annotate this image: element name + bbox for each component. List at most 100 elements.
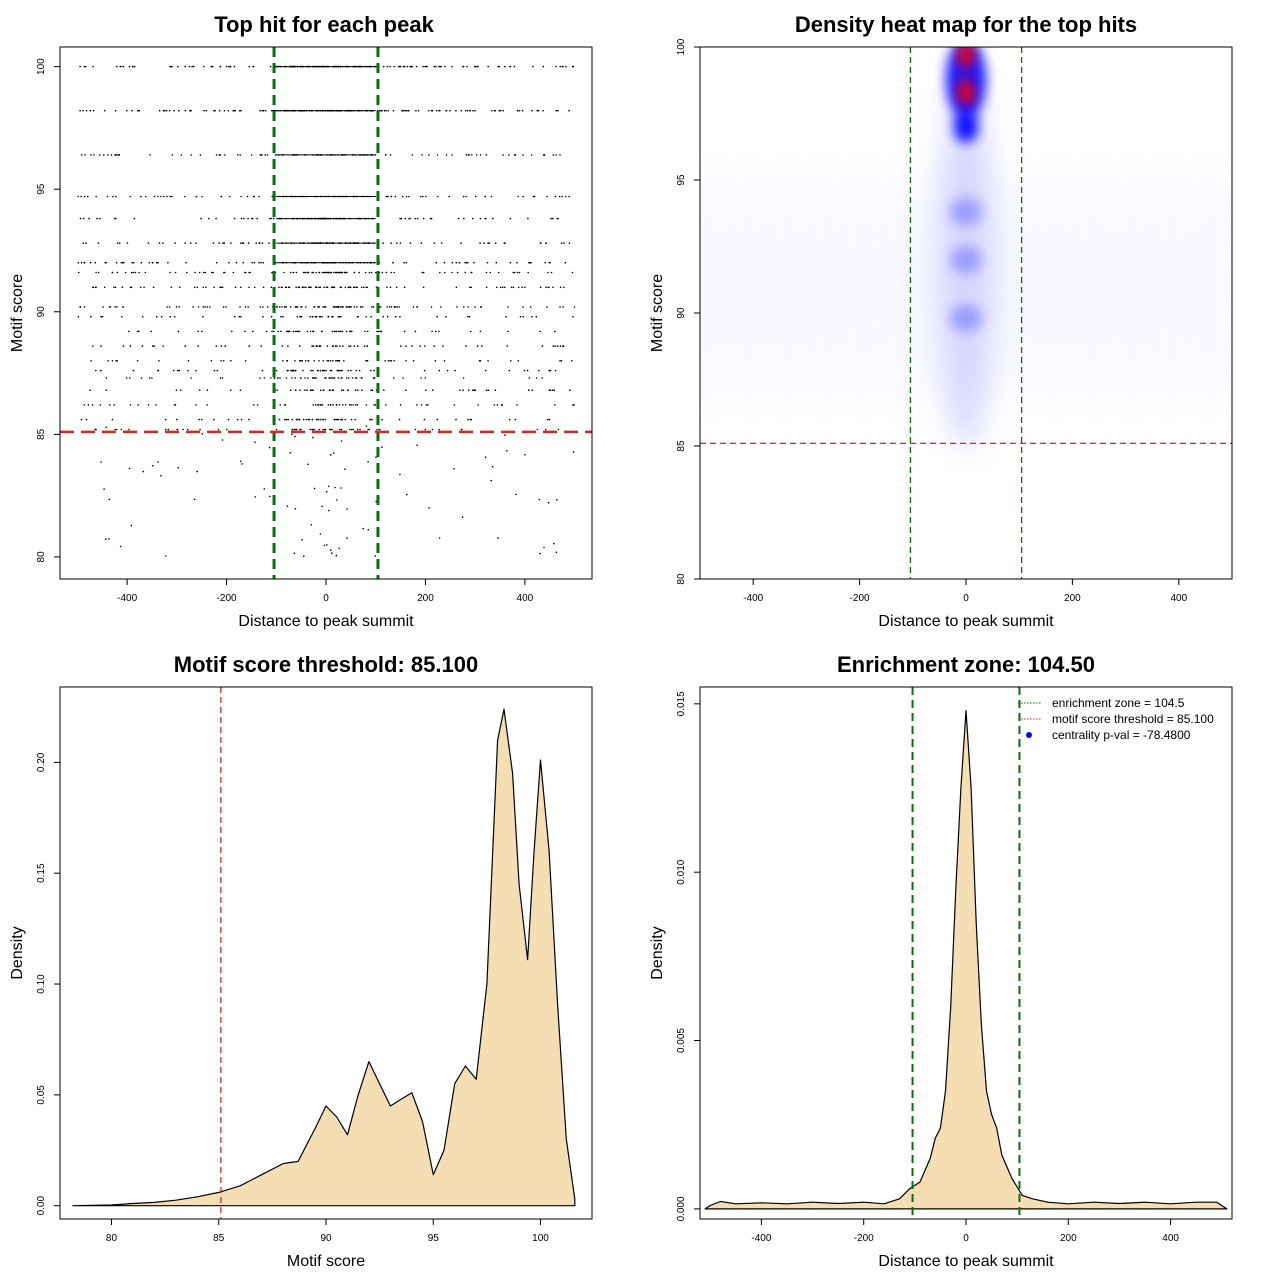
data-point [220,360,222,362]
data-point [166,195,168,198]
data-point [248,271,250,274]
data-point [560,360,563,362]
data-point [169,271,171,274]
data-point [425,195,427,198]
heatmap-hotspot [958,78,974,107]
data-point [312,436,314,439]
y-tick-label: 95 [36,183,47,195]
data-point [262,315,264,318]
data-point [479,330,482,333]
data-point [489,271,492,274]
data-point [304,377,306,379]
data-point [275,428,278,431]
data-point [319,533,322,535]
data-point [288,330,291,333]
data-point [238,315,241,318]
data-point [136,360,139,362]
data-point [331,330,334,333]
data-point [399,65,402,68]
data-point [273,330,275,333]
data-point [126,242,129,244]
data-point [306,330,309,333]
data-point [306,389,308,392]
data-point [294,435,296,438]
data-point [90,154,92,156]
data-point [440,306,442,308]
data-point [157,461,159,463]
data-point [465,195,467,198]
data-point [345,306,348,308]
data-point [461,516,464,518]
data-point [202,315,204,318]
data-point [311,389,314,392]
data-point [389,154,392,156]
data-point [270,377,272,379]
data-point [82,242,84,244]
data-point [405,389,407,392]
data-point [337,330,340,333]
data-point [392,377,395,379]
data-point [535,315,538,318]
density-layer [704,687,1228,1219]
data-point [296,428,298,431]
heatmap-hotspot [950,304,982,333]
data-point [540,242,542,244]
data-point [100,369,102,372]
x-axis-label: Distance to peak summit [878,613,1054,630]
data-point [335,330,337,333]
data-point [85,242,87,244]
data-point [266,154,269,156]
y-tick-label: 80 [36,551,47,563]
data-point [129,195,131,198]
data-point [354,377,357,379]
data-point [262,261,265,264]
data-point [464,261,466,264]
data-point [202,286,204,289]
data-point [84,65,87,68]
data-point [138,271,140,274]
data-point [261,369,264,372]
data-point [144,195,147,198]
data-point [132,271,135,274]
data-point [239,389,242,392]
data-point [559,286,562,289]
data-point [571,271,574,274]
data-point [462,195,465,198]
data-point [522,154,524,156]
data-point [111,418,114,421]
data-point [300,428,302,431]
data-point [204,271,207,274]
data-point [206,389,209,392]
data-point [402,377,404,379]
data-point [281,345,284,347]
data-point [82,109,84,112]
data-point [80,261,83,264]
x-tick-label: 95 [428,1233,440,1244]
data-point [80,418,83,421]
data-point [438,369,441,372]
data-point [572,315,574,318]
data-point [198,418,200,421]
data-point [396,242,398,244]
data-point [490,479,493,482]
data-point [338,315,340,318]
data-point [169,65,171,68]
data-point [168,306,171,308]
data-point [371,418,373,421]
data-point [331,345,334,347]
data-point [227,109,230,112]
data-point [90,315,92,318]
data-point [278,418,281,421]
data-point [508,418,511,421]
data-point [215,345,218,347]
data-point [314,377,317,379]
data-point [100,315,102,318]
data-point [340,369,342,372]
data-point [541,377,543,379]
data-point [87,404,90,406]
data-point [417,109,420,112]
data-point [136,330,139,333]
data-point [226,65,228,68]
data-point [513,65,516,68]
data-point [327,360,330,362]
